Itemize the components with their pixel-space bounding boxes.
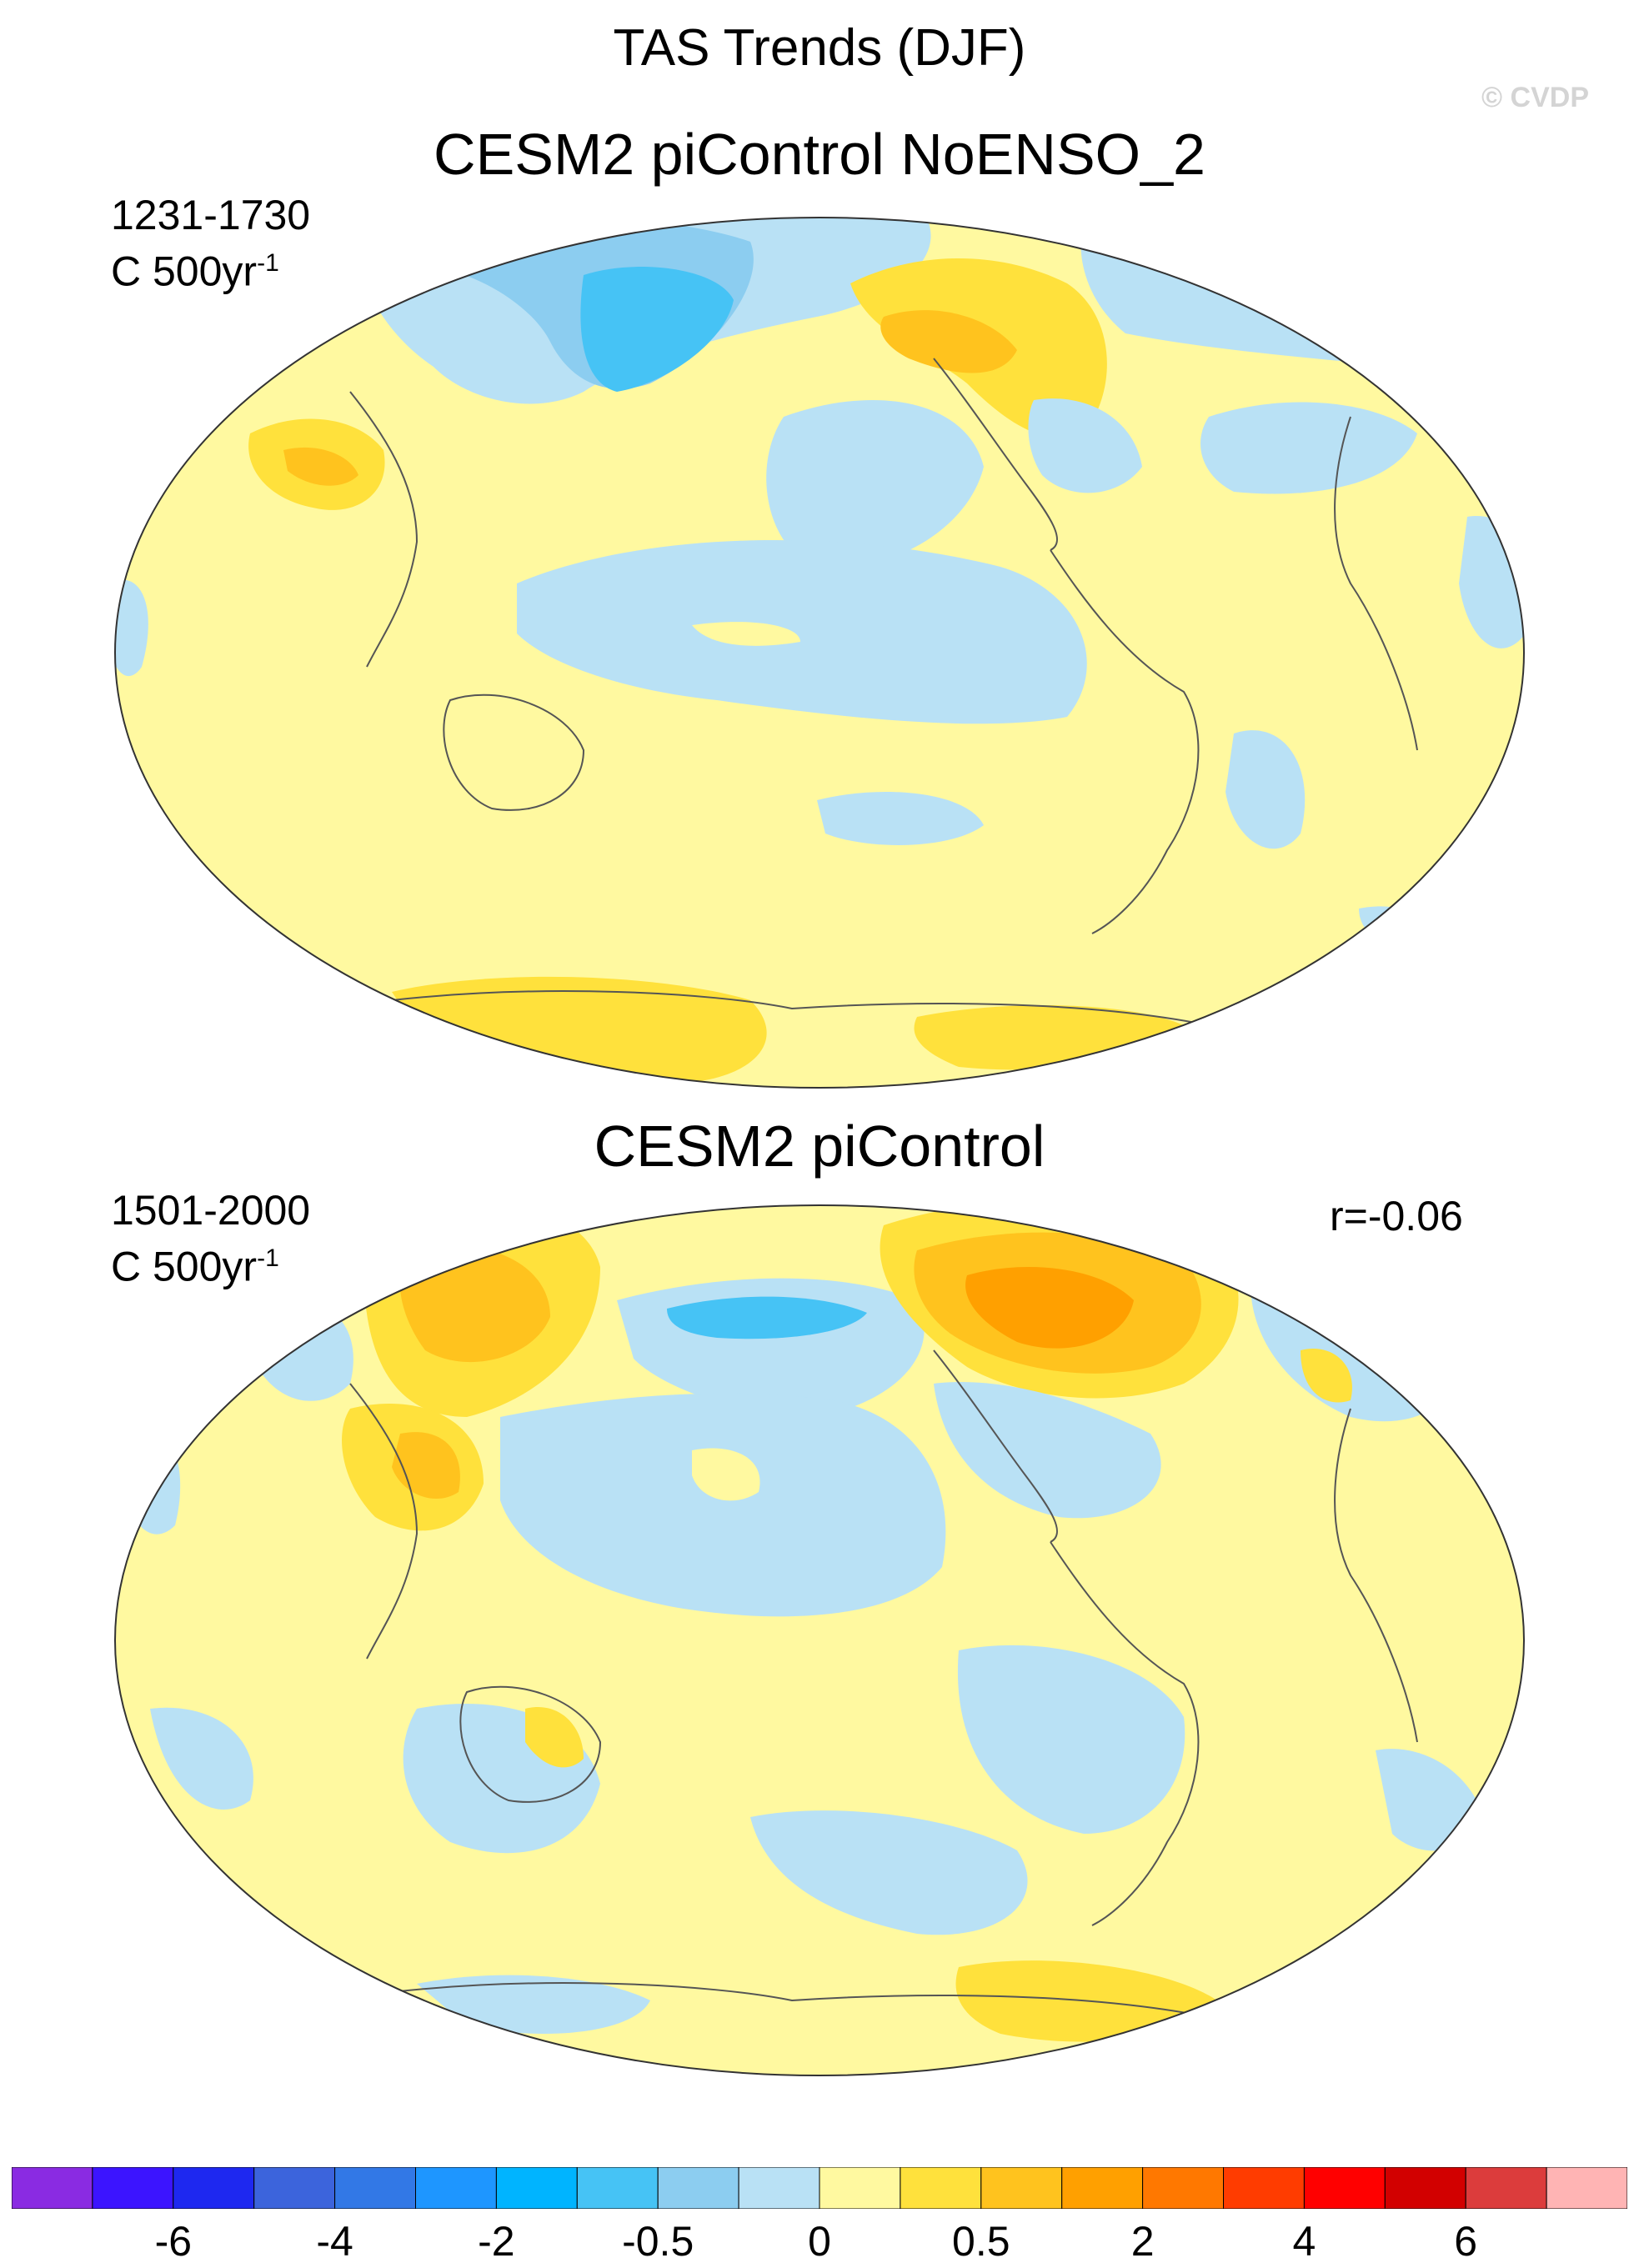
panel-2-units: C 500yr-1 [111, 1234, 279, 1292]
panel-2-correlation: r=-0.06 [1330, 1193, 1463, 1239]
panel-1-units: C 500yr-1 [111, 238, 279, 297]
colorbar-swatch [819, 2167, 901, 2209]
colorbar-swatch [1384, 2167, 1466, 2209]
colorbar-swatch [92, 2167, 174, 2209]
colorbar-swatch [1223, 2167, 1305, 2209]
colorbar-swatch [1061, 2167, 1144, 2209]
colorbar-tick-label: 6 [1454, 2218, 1478, 2265]
colorbar-tick-label: -6 [154, 2218, 193, 2265]
panel-2-units-base: C 500yr [111, 1243, 258, 1290]
panel-2-units-exponent: -1 [257, 1244, 279, 1272]
colorbar-swatch [173, 2167, 255, 2209]
colorbar-swatch [1303, 2167, 1386, 2209]
colorbar-swatch [980, 2167, 1063, 2209]
colorbar-tick-label: -2 [478, 2218, 515, 2265]
colorbar-tick-label: -0.5 [622, 2218, 694, 2265]
colorbar-swatch [1142, 2167, 1224, 2209]
colorbar-tick-label: 0 [808, 2218, 831, 2265]
colorbar-swatch [415, 2167, 497, 2209]
watermark: © CVDP [1481, 82, 1589, 113]
colorbar-tick-label: -4 [316, 2218, 353, 2265]
panel-1-units-base: C 500yr [111, 248, 258, 295]
panel-1-period: 1231-1730 [111, 192, 311, 238]
panel-1-units-exponent: -1 [257, 249, 279, 277]
colorbar-swatch [1546, 2167, 1627, 2209]
colorbar-swatch [1465, 2167, 1547, 2209]
panel-2-title: CESM2 piControl [594, 1114, 1045, 1179]
colorbar-swatch [253, 2167, 336, 2209]
figure-title: TAS Trends (DJF) [613, 19, 1026, 77]
colorbar-swatch [334, 2167, 417, 2209]
colorbar-swatch [12, 2167, 93, 2209]
panel-1-map [114, 217, 1525, 1089]
colorbar-tick-label: 4 [1292, 2218, 1316, 2265]
colorbar-tick-label: 2 [1130, 2218, 1155, 2265]
colorbar-swatch [738, 2167, 820, 2209]
panel-2-map [114, 1204, 1525, 2076]
colorbar-swatch [576, 2167, 659, 2209]
panel-1-title: CESM2 piControl NoENSO_2 [434, 122, 1205, 187]
colorbar [12, 2167, 1627, 2209]
panel-2-period: 1501-2000 [111, 1187, 311, 1234]
colorbar-swatch [495, 2167, 578, 2209]
colorbar-tick-label: 0.5 [952, 2218, 1010, 2265]
colorbar-swatch [657, 2167, 739, 2209]
colorbar-swatch [900, 2167, 982, 2209]
